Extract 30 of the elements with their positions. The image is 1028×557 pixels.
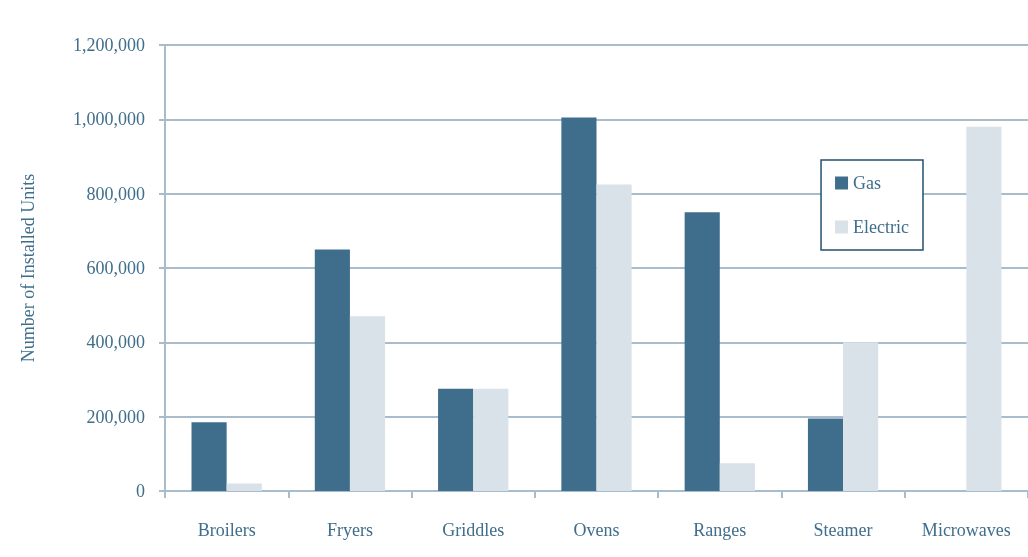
bar xyxy=(191,422,227,491)
y-tick-label: 1,200,000 xyxy=(73,35,145,55)
y-tick-label: 400,000 xyxy=(86,332,145,353)
y-tick-label: 1,000,000 xyxy=(73,109,145,130)
bar xyxy=(807,418,844,491)
bar xyxy=(349,316,386,491)
legend-label: Gas xyxy=(853,173,882,193)
y-tick-label: 600,000 xyxy=(86,258,145,278)
y-tick-label: 0 xyxy=(136,481,145,501)
x-tick-label: Fryers xyxy=(326,520,373,540)
bar xyxy=(966,126,1002,491)
bar xyxy=(684,212,720,491)
bar xyxy=(596,184,632,491)
x-tick-label: Ranges xyxy=(693,520,747,540)
x-tick-label: Griddles xyxy=(442,520,505,540)
x-tick-label: Steamer xyxy=(813,520,873,540)
bar xyxy=(473,388,509,491)
bar xyxy=(314,249,350,491)
bar xyxy=(226,483,262,491)
bar xyxy=(719,463,755,491)
bar xyxy=(843,342,879,491)
y-tick-label: 800,000 xyxy=(86,183,145,204)
y-axis-title: Number of Installed Units xyxy=(18,173,38,363)
x-tick-label: Broilers xyxy=(197,520,256,540)
x-tick-label: Ovens xyxy=(573,520,620,540)
bar xyxy=(561,117,597,491)
y-tick-label: 200,000 xyxy=(86,406,145,427)
legend-label: Electric xyxy=(853,217,910,237)
x-tick-label: Microwaves xyxy=(921,520,1011,540)
bar xyxy=(438,388,474,491)
